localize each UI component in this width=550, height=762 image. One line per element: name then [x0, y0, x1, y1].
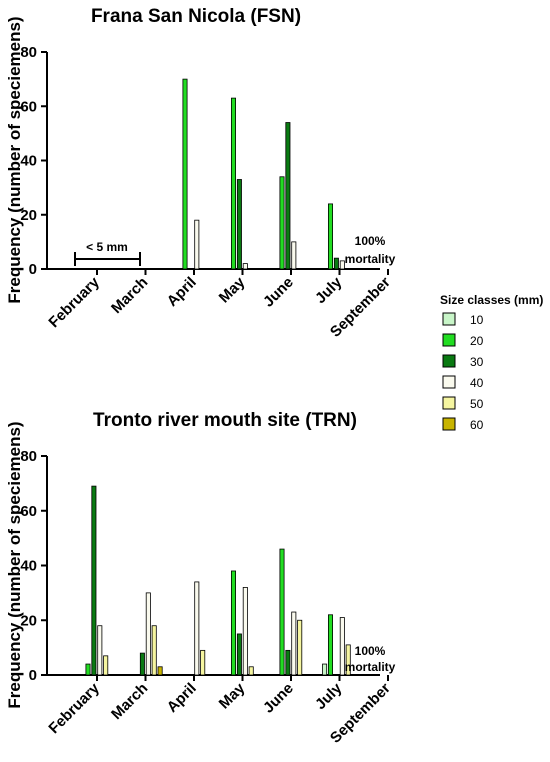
legend-title: Size classes (mm): [440, 293, 543, 307]
mortality-line1-trn: 100%: [355, 644, 386, 658]
bar-february-size-20: [85, 663, 91, 676]
x-tick-label: April: [164, 274, 200, 310]
x-tick-label: April: [164, 680, 200, 716]
x-tick-label: February: [45, 273, 103, 331]
legend-swatch-30: [442, 354, 456, 368]
x-tick-label: July: [312, 273, 346, 307]
bar-july-size-20: [327, 614, 333, 676]
chart-title-fsn: Frana San Nicola (FSN): [91, 6, 301, 27]
bar-april-size-50: [200, 649, 206, 676]
bar-may-size-20: [230, 97, 236, 270]
x-tick-label: June: [260, 680, 297, 717]
bar-june-size-20: [279, 548, 285, 676]
bar-june-size-30: [285, 122, 291, 270]
bar-april-size-20: [182, 78, 188, 270]
bar-july-size-20: [327, 203, 333, 270]
legend-swatch-10: [442, 312, 456, 326]
x-tick-label: May: [216, 679, 249, 712]
x-tick-label: March: [108, 680, 151, 723]
legend: Size classes (mm) 10 20 30 40 50 60: [440, 293, 543, 432]
bar-may-size-30: [236, 179, 242, 270]
bar-july-size-30: [333, 257, 339, 270]
bar-july-size-50: [345, 644, 351, 676]
bar-march-size-40: [145, 592, 151, 676]
mortality-line1-fsn: 100%: [355, 234, 386, 248]
legend-label-50: 50: [470, 397, 484, 411]
legend-swatch-40: [442, 375, 456, 389]
bars-trn: [85, 485, 351, 676]
y-tick-label: 80: [20, 44, 37, 61]
bar-april-size-40: [194, 581, 200, 676]
bar-february-size-30: [91, 485, 97, 676]
legend-label-20: 20: [470, 334, 484, 348]
mortality-line2-trn: mortality: [345, 660, 396, 674]
bar-may-size-20: [230, 570, 236, 676]
bar-june-size-40: [291, 611, 297, 676]
bar-march-size-30: [139, 652, 145, 676]
y-tick-label: 0: [29, 667, 37, 684]
y-tick-label: 80: [20, 448, 37, 465]
annotation-mortality-trn: 100% mortality: [345, 644, 396, 674]
chart-title-trn: Tronto river mouth site (TRN): [93, 410, 357, 431]
size-range-label: < 5 mm: [86, 240, 128, 254]
bars-fsn: [182, 78, 345, 270]
y-axis-label-trn: Frequency (number of speciemens): [5, 421, 24, 708]
chart-trn: Tronto river mouth site (TRN) Frequency …: [5, 410, 396, 747]
bar-june-size-30: [285, 649, 291, 676]
legend-swatch-20: [442, 333, 456, 347]
bar-july-size-40: [339, 617, 345, 676]
bar-march-size-60: [157, 666, 163, 676]
bar-may-size-50: [248, 666, 254, 676]
y-tick-label: 20: [20, 612, 37, 629]
y-tick-label: 40: [20, 153, 37, 170]
bar-may-size-40: [242, 587, 248, 676]
y-tick-label: 60: [20, 98, 37, 115]
bar-june-size-40: [291, 241, 297, 270]
bar-april-size-40: [194, 219, 200, 270]
x-tick-label: May: [216, 273, 249, 306]
legend-label-40: 40: [470, 376, 484, 390]
bar-july-size-40: [339, 260, 345, 270]
bar-february-size-40: [97, 625, 103, 676]
y-tick-label: 20: [20, 207, 37, 224]
bar-july-size-10: [322, 663, 328, 676]
annotation-mortality-fsn: 100% mortality: [345, 234, 396, 266]
y-tick-label: 60: [20, 503, 37, 520]
legend-label-10: 10: [470, 313, 484, 327]
y-axis-label-fsn: Frequency (number of speciemens): [5, 16, 24, 303]
legend-label-30: 30: [470, 355, 484, 369]
x-tick-label: March: [108, 274, 151, 317]
bar-may-size-40: [242, 263, 248, 270]
bar-march-size-50: [151, 625, 157, 676]
bar-february-size-50: [103, 655, 109, 676]
bar-may-size-30: [236, 633, 242, 676]
x-tick-label: July: [312, 679, 346, 713]
legend-swatch-60: [442, 417, 456, 431]
bar-june-size-20: [279, 176, 285, 270]
legend-label-60: 60: [470, 418, 484, 432]
annotation-size-range: < 5 mm: [74, 240, 141, 266]
x-tick-label: June: [260, 274, 297, 311]
x-tick-label: February: [45, 679, 103, 737]
mortality-line2-fsn: mortality: [345, 252, 396, 266]
y-tick-label: 40: [20, 558, 37, 575]
legend-items: 10 20 30 40 50 60: [442, 312, 484, 432]
legend-swatch-50: [442, 396, 456, 410]
y-tick-label: 0: [29, 261, 37, 278]
bar-june-size-50: [297, 619, 303, 676]
chart-fsn: Frana San Nicola (FSN) Frequency (number…: [5, 6, 396, 341]
